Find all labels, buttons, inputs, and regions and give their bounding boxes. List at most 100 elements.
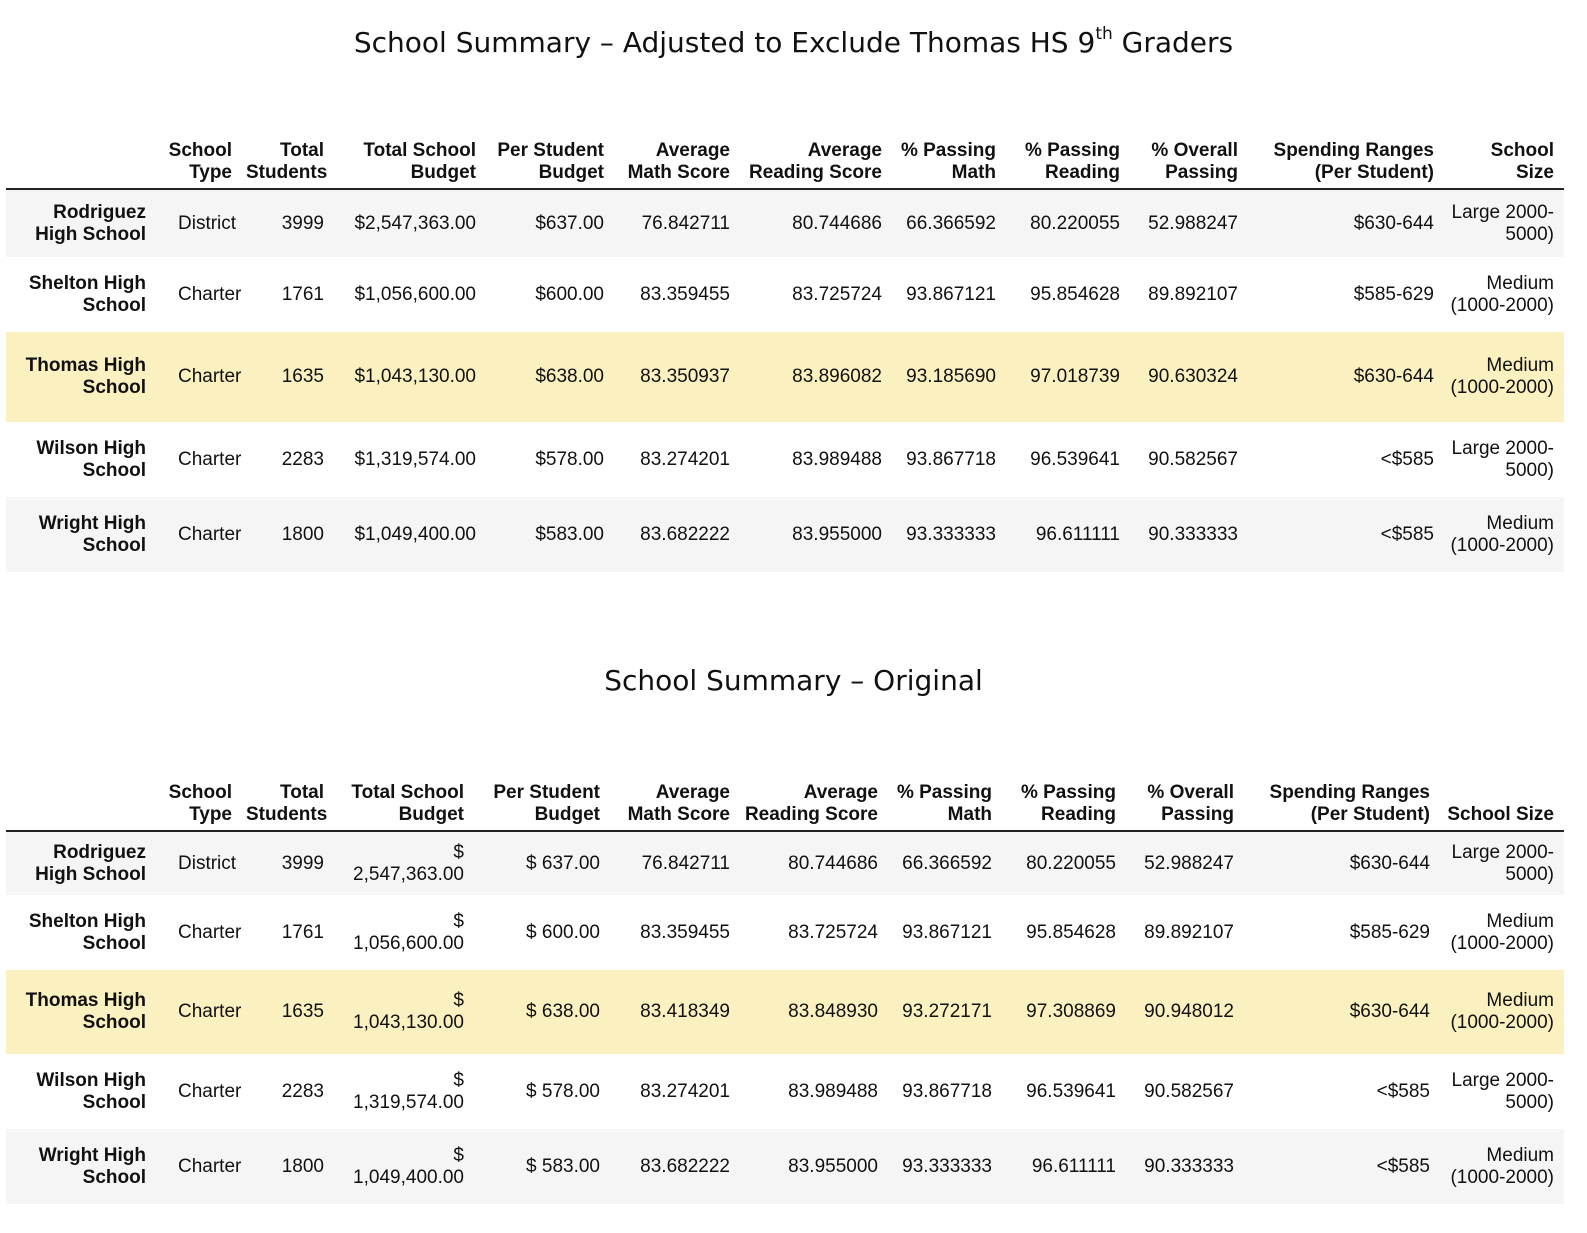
pass-reading: 97.018739 [1030, 366, 1120, 387]
table-row-highlighted: Thomas High School Charter 1635 $1,043,1… [6, 970, 1564, 1054]
table-row: Shelton High School Charter 1761 $1,056,… [6, 257, 1564, 332]
overall-passing: 89.892107 [1144, 921, 1234, 943]
spending-range: $630-644 [1349, 1001, 1430, 1022]
original-summary-table: School Type Total Students Total School … [6, 742, 1564, 1204]
avg-math: 83.682222 [640, 1155, 730, 1177]
total-students: 1635 [281, 366, 324, 387]
per-student-budget: $637.00 [535, 212, 604, 234]
school-size: Large 2000-5000) [1451, 841, 1554, 885]
avg-math: 83.359455 [640, 921, 730, 943]
spending-range: $630-644 [1349, 852, 1430, 874]
school-type: Charter [178, 1155, 242, 1177]
total-students: 1800 [281, 1155, 324, 1177]
avg-reading: 83.989488 [792, 448, 882, 470]
school-name: Wright High School [38, 512, 146, 556]
per-student-budget: $578.00 [535, 448, 604, 470]
col-header: Average Reading Score [740, 742, 888, 832]
spending-range: <$585 [1376, 1080, 1430, 1102]
col-header: Average Reading Score [740, 100, 892, 190]
pass-math: 66.366592 [906, 212, 996, 234]
budget-amount: 1,043,130.00 [353, 1012, 464, 1033]
col-header: % Overall Passing [1126, 742, 1244, 832]
adjusted-title-sup: th [1095, 24, 1113, 44]
spending-range: <$585 [1380, 448, 1434, 470]
col-header: Total School Budget [334, 742, 474, 832]
avg-reading: 83.955000 [788, 1155, 878, 1177]
budget-amount: 1,049,400.00 [353, 1166, 464, 1188]
per-student-budget: $583.00 [535, 523, 604, 545]
total-students: 2283 [281, 448, 324, 470]
col-header: Total School Budget [334, 100, 486, 190]
col-header: Total Students [242, 742, 334, 832]
spending-range: $585-629 [1349, 921, 1430, 943]
col-header: Total Students [242, 100, 334, 190]
avg-reading: 83.725724 [792, 283, 882, 305]
per-student-budget: $638.00 [535, 366, 604, 387]
pass-math: 93.333333 [906, 523, 996, 545]
col-header: Spending Ranges (Per Student) [1248, 100, 1444, 190]
header-blank [6, 742, 156, 832]
pass-reading: 96.539641 [1026, 1080, 1116, 1102]
col-header: Average Math Score [610, 742, 740, 832]
budget-currency: $ [453, 990, 464, 1011]
adjusted-summary-table: School Type Total Students Total School … [6, 100, 1564, 572]
school-type: District [178, 852, 237, 874]
avg-math: 76.842711 [641, 212, 730, 234]
school-size: Large 2000-5000) [1451, 201, 1554, 245]
pass-reading: 95.854628 [1030, 283, 1120, 305]
school-size: Medium (1000-2000) [1450, 990, 1554, 1033]
avg-math: 83.274201 [640, 1080, 730, 1102]
pass-reading: 97.308869 [1026, 1001, 1116, 1022]
pass-reading: 80.220055 [1026, 852, 1116, 874]
total-students: 3999 [281, 212, 324, 234]
pass-math: 93.333333 [902, 1155, 992, 1177]
pass-reading: 96.611111 [1031, 1155, 1116, 1177]
total-students: 1800 [281, 523, 324, 545]
total-budget: $1,049,400.00 [354, 523, 476, 545]
col-header: % Passing Reading [1006, 100, 1130, 190]
school-type: Charter [178, 366, 242, 387]
table-row: Wright High School Charter 1800 $1,049,4… [6, 1129, 1564, 1204]
col-header: % Overall Passing [1130, 100, 1248, 190]
avg-reading: 83.848930 [788, 1001, 878, 1022]
school-size: Medium (1000-2000) [1450, 910, 1554, 954]
total-students: 2283 [281, 1080, 324, 1102]
header-row: School Type Total Students Total School … [6, 742, 1564, 832]
spending-range: $585-629 [1353, 283, 1434, 305]
overall-passing: 90.630324 [1148, 366, 1238, 387]
avg-reading: 83.725724 [788, 921, 878, 943]
total-students: 1761 [281, 921, 324, 943]
total-budget: $1,056,600.00 [334, 895, 474, 970]
col-header: Per Student Budget [486, 100, 614, 190]
overall-passing: 90.948012 [1144, 1001, 1234, 1022]
original-summary-title: School Summary – Original [604, 664, 983, 697]
col-header: School Type [156, 100, 242, 190]
pass-math: 93.185690 [906, 366, 996, 387]
school-type: District [178, 212, 237, 234]
school-name: Wright High School [38, 1144, 146, 1188]
avg-math: 76.842711 [641, 852, 730, 874]
total-budget: $1,049,400.00 [334, 1129, 474, 1204]
school-name: Wilson High School [36, 1069, 146, 1113]
total-students: 1761 [281, 283, 324, 305]
per-student-budget: $ 637.00 [526, 852, 600, 874]
col-header: School Size [1444, 100, 1564, 190]
col-header: School Size [1440, 742, 1564, 832]
table-row: Rodriguez High School District 3999 $2,5… [6, 831, 1564, 895]
school-name: Wilson High School [36, 437, 146, 481]
overall-passing: 90.333333 [1144, 1155, 1234, 1177]
budget-amount: 1,056,600.00 [353, 932, 464, 954]
pass-reading: 95.854628 [1026, 921, 1116, 943]
total-budget: $1,043,130.00 [334, 970, 474, 1054]
avg-math: 83.350937 [640, 366, 730, 387]
col-header: School Type [156, 742, 242, 832]
avg-reading: 80.744686 [788, 852, 878, 874]
table-row: Shelton High School Charter 1761 $1,056,… [6, 895, 1564, 970]
school-size: Medium (1000-2000) [1450, 1144, 1554, 1188]
budget-currency: $ [453, 1144, 464, 1166]
avg-reading: 83.896082 [792, 366, 882, 387]
budget-amount: 1,319,574.00 [353, 1091, 464, 1113]
per-student-budget: $ 600.00 [526, 921, 600, 943]
school-type: Charter [178, 448, 242, 470]
per-student-budget: $ 578.00 [526, 1080, 600, 1102]
